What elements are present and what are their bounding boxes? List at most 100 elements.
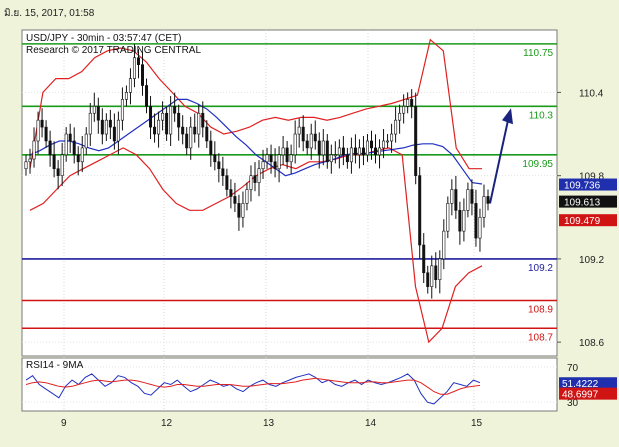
x-tick-label: 15 [471,418,483,429]
candle-body [193,126,197,135]
rsi-tick-label: 30 [567,398,579,409]
candle-body [478,216,482,239]
y-tick-label: 108.6 [579,338,604,349]
candle-body [273,161,277,170]
x-tick-label: 9 [61,418,67,429]
candle-body [161,112,165,121]
price-badge-label: 109.613 [564,198,601,209]
candle-body [36,119,40,142]
candle-body [141,64,145,86]
level-label: 108.7 [528,332,553,343]
candle-body [52,154,56,170]
candle-body [365,140,369,156]
candle-body [237,203,241,218]
candle-body [353,147,357,156]
price-badge [559,178,617,191]
price-badge [559,195,617,208]
forecast-arrow-shaft [489,120,509,204]
candle-body [32,140,36,160]
candle-body [345,154,349,163]
candle-body [149,105,153,128]
candle-body [185,133,189,149]
candle-body [157,119,161,135]
candle-body [80,147,84,163]
candle-body [197,112,201,135]
candle-body [438,258,442,281]
candle-body [317,140,321,156]
candle-body [28,158,32,163]
x-tick-label: 12 [161,418,173,429]
rsi-plot-area [21,357,558,412]
level-label: 108.9 [528,305,553,316]
candle-body [434,265,438,281]
candle-body [68,133,72,142]
candle-body [269,154,273,163]
candle-body [293,133,297,156]
rsi-badge-label: 51.4222 [562,379,599,390]
candle-body [181,126,185,135]
candle-body [462,210,466,232]
level-label: 109.95 [522,159,553,170]
candle-body [225,175,229,190]
candle-body [249,175,253,190]
candle-body [96,105,100,121]
candle-body [205,126,209,142]
candle-body [333,154,337,157]
candle-body [253,175,257,183]
candle-body [285,147,289,163]
candle-body [446,203,450,232]
candle-body [430,265,434,287]
candle-body [76,154,80,163]
candle-body [301,126,305,142]
chart-header-source: Research © 2017 TRADING CENTRAL [26,45,201,56]
candle-body [241,203,245,218]
main-plot-area [21,29,558,357]
candle-body [426,272,430,287]
level-label: 110.3 [529,110,554,121]
candle-body [72,140,76,156]
candle-body [281,147,285,156]
candle-body [341,147,345,156]
candle-body [329,154,333,163]
candle-body [458,210,462,232]
candle-body [402,105,406,114]
candle-body [221,168,225,176]
candle-body [289,154,293,163]
rsi-badge [559,377,617,390]
candle-body [305,140,309,149]
candle-body [450,189,454,204]
rsi-tick-label: 70 [567,363,579,374]
candle-body [60,154,64,176]
candle-body [378,147,382,156]
forecast-arrow-head [502,108,513,125]
candle-body [466,189,470,211]
moving-average [29,98,483,185]
candle-body [474,203,478,239]
candle-body [128,78,132,93]
candle-body [398,112,402,121]
price-badge-label: 109.479 [564,216,601,227]
candle-body [261,161,265,170]
candle-body [84,133,88,149]
rsi-line [25,373,481,405]
candle-body [48,140,52,156]
candle-body [24,161,28,170]
candle-body [482,196,486,218]
candle-body [201,112,205,128]
candle-body [357,147,361,156]
candle-body [374,147,378,156]
candle-body [297,126,301,135]
candle-body [108,119,112,128]
candle-body [153,126,157,135]
rsi-ma-line [25,377,481,395]
candle-body [40,119,44,128]
price-badge [559,214,617,227]
candle-body [44,126,48,142]
candle-body [100,119,104,135]
candle-body [112,126,116,142]
rsi-badge-label: 48.6997 [562,390,599,401]
candle-body [104,119,108,135]
candle-body [418,175,422,246]
candle-body [120,99,124,121]
